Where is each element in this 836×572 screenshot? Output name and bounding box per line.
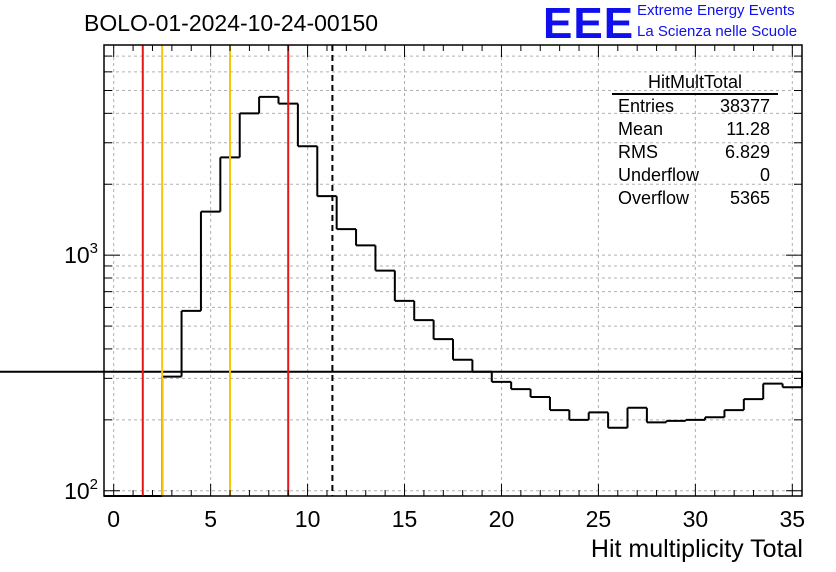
eee-logo: EEE	[543, 0, 635, 48]
y-tick-label: 103	[64, 240, 98, 268]
stats-box: HitMultTotal Entries 38377 Mean 11.28 RM…	[612, 72, 778, 210]
logo-line-2: La Scienza nelle Scuole	[637, 23, 798, 40]
x-tick-label: 0	[107, 506, 120, 532]
x-tick-label: 5	[204, 506, 217, 532]
x-tick-label: 25	[586, 506, 612, 532]
stats-row-mean: Mean 11.28	[612, 118, 778, 141]
x-tick-label: 30	[683, 506, 709, 532]
stats-label: Underflow	[618, 165, 700, 185]
x-tick-label: 35	[780, 506, 806, 532]
x-axis-ticks: 0 5 10 15 20 25 30 35	[107, 45, 805, 532]
marker-lines	[141, 45, 334, 496]
stats-row-underflow: Underflow 0	[612, 164, 778, 187]
stats-label: Entries	[618, 96, 675, 116]
grid-lines	[104, 45, 802, 496]
stats-value: 6.829	[724, 142, 770, 162]
y-tick-label: 102	[64, 476, 98, 504]
y-axis-ticks: 102 103	[64, 55, 802, 504]
stats-value: 5365	[729, 188, 770, 208]
stats-value: 38377	[719, 96, 770, 116]
logo-line-1: Extreme Energy Events	[637, 2, 795, 19]
x-axis-label: Hit multiplicity Total	[590, 535, 803, 563]
stats-label: Mean	[618, 119, 664, 139]
stats-label: Overflow	[618, 188, 690, 208]
run-title: BOLO-01-2024-10-24-00150	[84, 10, 379, 36]
stats-row-entries: Entries 38377	[612, 95, 778, 118]
stats-row-overflow: Overflow 5365	[612, 187, 778, 210]
stats-row-rms: RMS 6.829	[612, 141, 778, 164]
x-tick-label: 15	[392, 506, 418, 532]
stats-value: 11.28	[726, 119, 770, 139]
plot-frame	[103, 44, 803, 497]
x-tick-label: 10	[295, 506, 321, 532]
stats-value: 0	[759, 165, 770, 185]
x-tick-label: 20	[489, 506, 515, 532]
stats-label: RMS	[618, 142, 658, 162]
stats-title: HitMultTotal	[612, 72, 778, 95]
